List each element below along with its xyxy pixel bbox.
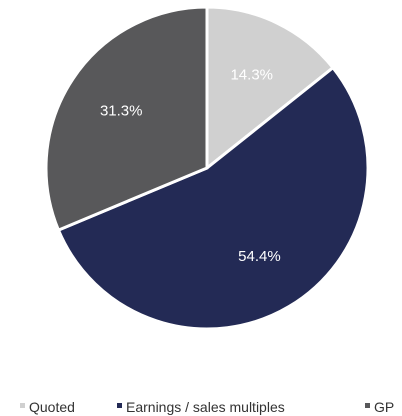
pie-slice-gp [44, 5, 209, 233]
legend-label-earnings-sales-multiples: Earnings / sales multiples [126, 399, 285, 415]
pie-slices [44, 5, 370, 331]
pie-slice-earnings-sales-multiples [56, 65, 370, 331]
slice-label-quoted: 14.3% [230, 67, 273, 84]
legend-marker-earnings-sales-multiples [117, 403, 122, 408]
legend-label-gp: GP [374, 399, 394, 415]
legend-item-quoted: Quoted [20, 399, 75, 415]
legend-marker-quoted [20, 403, 25, 408]
pie-slice-labels: 14.3% 54.4% 31.3% [100, 67, 281, 266]
legend-marker-gp [365, 403, 370, 408]
slice-label-gp: 31.3% [100, 102, 143, 119]
slice-label-earnings-sales-multiples: 54.4% [238, 248, 281, 265]
legend: Quoted Earnings / sales multiples GP [20, 399, 394, 415]
legend-item-earnings-sales-multiples: Earnings / sales multiples [117, 399, 285, 415]
pie-slice-quoted [205, 5, 336, 172]
legend-label-quoted: Quoted [29, 399, 75, 415]
legend-item-gp: GP [365, 399, 394, 415]
